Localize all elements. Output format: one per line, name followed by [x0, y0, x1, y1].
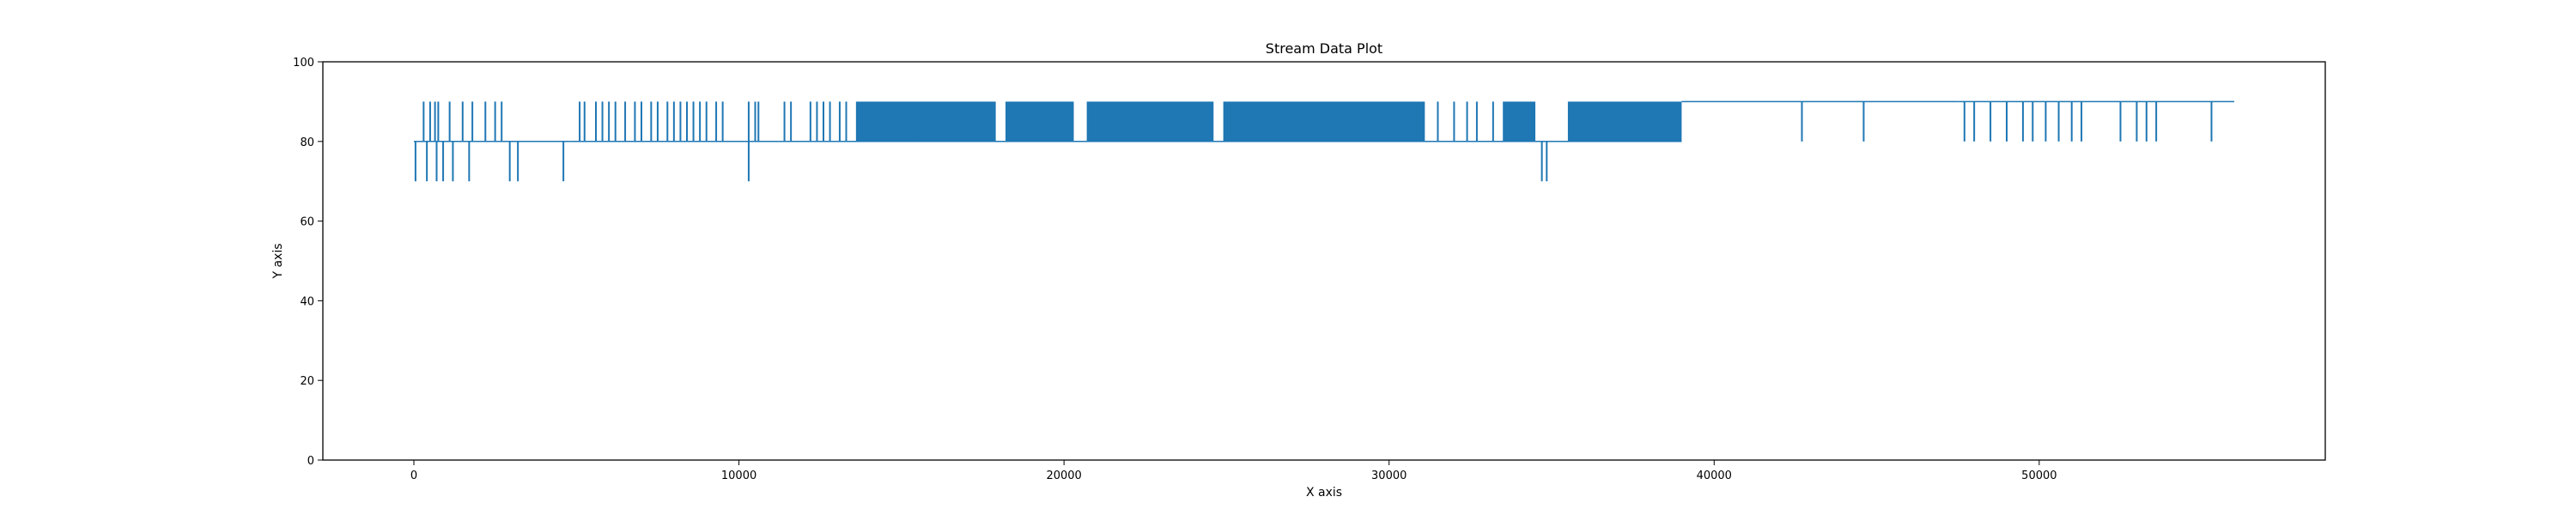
plot-area [414, 100, 2234, 182]
series-dense-band [1223, 101, 1425, 142]
series-dense-band [1005, 101, 1074, 142]
series-dense-band [1086, 101, 1214, 142]
x-tick-label: 0 [410, 470, 417, 482]
series-dense-band [1503, 101, 1536, 142]
y-tick-label: 60 [300, 216, 314, 229]
series-dense-band [855, 101, 996, 142]
x-axis-label: X axis [1306, 486, 1342, 500]
x-tick-label: 30000 [1371, 470, 1406, 482]
y-tick-label: 20 [300, 375, 314, 388]
y-tick-label: 0 [307, 455, 314, 468]
axis-ticks: 0 10000 20000 30000 40000 50000 0 20 40 60 80 100 [293, 57, 2057, 482]
y-tick-label: 40 [300, 295, 314, 308]
y-axis-label: Y axis [271, 243, 285, 279]
plot-frame [322, 61, 2326, 461]
x-tick-label: 50000 [2021, 470, 2057, 482]
x-tick-label: 10000 [721, 470, 756, 482]
y-tick-label: 100 [293, 57, 314, 70]
x-tick-label: 20000 [1046, 470, 1081, 482]
y-tick-label: 80 [300, 136, 314, 149]
series-dense-band [1567, 101, 1682, 142]
chart-title: Stream Data Plot [1266, 40, 1382, 57]
x-tick-label: 40000 [1697, 470, 1732, 482]
